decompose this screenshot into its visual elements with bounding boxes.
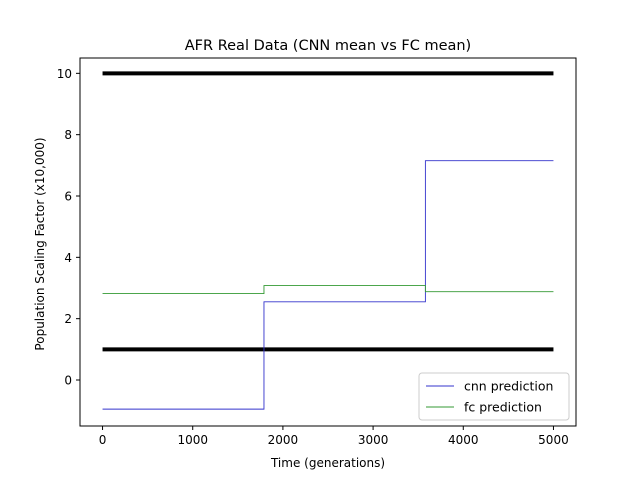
y-tick-label: 10 <box>57 67 72 81</box>
x-tick-label: 5000 <box>538 433 569 447</box>
plot-content <box>102 71 554 410</box>
legend-box <box>418 372 570 421</box>
y-tick-label: 2 <box>64 312 72 326</box>
series-line-fc-prediction <box>102 285 554 294</box>
x-axis-label: Time (generations) <box>270 456 385 470</box>
y-tick-label: 0 <box>64 374 72 388</box>
legend-label-cnn-prediction: cnn prediction <box>464 379 553 394</box>
y-tick-label: 4 <box>64 251 72 265</box>
series-line-cnn-prediction <box>102 160 554 410</box>
x-tick-label: 0 <box>99 433 107 447</box>
legend-label-fc-prediction: fc prediction <box>464 400 542 415</box>
x-tick-label: 3000 <box>358 433 389 447</box>
y-axis-label: Population Scaling Factor (x10,000) <box>33 137 47 350</box>
legend: cnn prediction fc prediction <box>418 372 570 421</box>
y-tick-label: 8 <box>64 128 72 142</box>
x-tick-label: 4000 <box>448 433 479 447</box>
axes-frame <box>79 57 577 427</box>
chart-title: AFR Real Data (CNN mean vs FC mean) <box>185 38 471 54</box>
x-tick-label: 2000 <box>268 433 299 447</box>
axes: 0 1000 2000 3000 4000 5000 0 2 4 6 8 10 <box>57 57 577 447</box>
x-tick-label: 1000 <box>177 433 208 447</box>
y-tick-label: 6 <box>64 190 72 204</box>
